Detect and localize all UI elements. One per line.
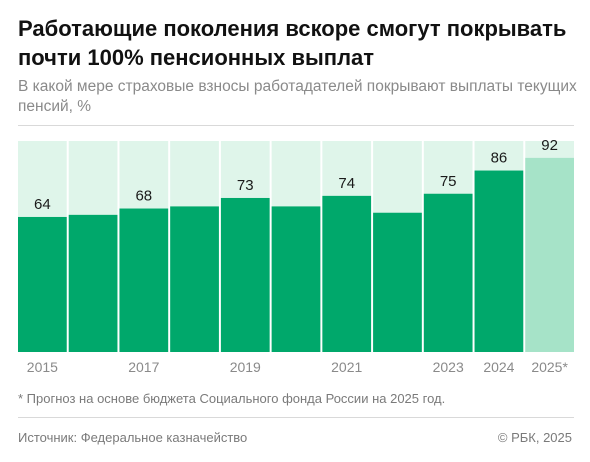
bar-2015: [18, 216, 67, 352]
chart-subtitle: В какой мере страховые взносы работадате…: [18, 78, 577, 115]
bar-2020: [271, 206, 321, 352]
source-note: Источник: Федеральное казначейство: [18, 430, 248, 445]
bar-2024: [474, 170, 524, 352]
tick-label-2025*: 2025*: [531, 359, 568, 375]
bar-2025*: [525, 157, 574, 352]
bar-2017: [119, 208, 169, 352]
tick-label-2021: 2021: [331, 359, 362, 375]
value-label-2017: 68: [135, 188, 152, 205]
value-label-2023: 75: [440, 173, 457, 190]
footnote: * Прогноз на основе бюджета Социального …: [18, 391, 446, 406]
chart-title: Работающие поколения вскоре смогут покры…: [18, 16, 567, 70]
bar-2022: [373, 212, 422, 352]
value-label-2015: 64: [34, 196, 51, 213]
copyright: © РБК, 2025: [497, 430, 572, 445]
value-label-2024: 86: [491, 150, 508, 167]
value-label-2019: 73: [237, 177, 254, 194]
value-label-2025*: 92: [541, 137, 558, 154]
bar-2016: [68, 214, 118, 352]
top-divider: [18, 125, 574, 126]
tick-label-2024: 2024: [483, 359, 514, 375]
value-label-2021: 74: [338, 175, 355, 192]
tick-label-2019: 2019: [230, 359, 261, 375]
tick-label-2023: 2023: [433, 359, 464, 375]
tick-label-2015: 2015: [27, 359, 58, 375]
bar-2021: [322, 195, 372, 352]
tick-label-2017: 2017: [128, 359, 159, 375]
bottom-divider: [18, 417, 574, 418]
bar-2018: [170, 206, 219, 352]
bar-2019: [220, 197, 270, 352]
bar-2023: [423, 193, 473, 352]
